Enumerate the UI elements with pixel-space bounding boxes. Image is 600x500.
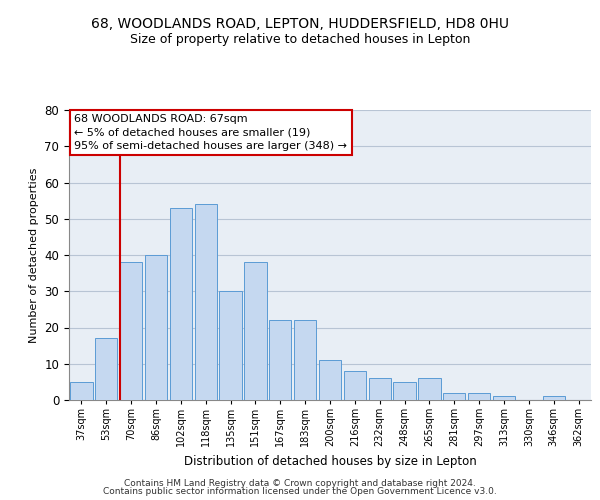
- Y-axis label: Number of detached properties: Number of detached properties: [29, 168, 39, 342]
- Bar: [418, 378, 440, 400]
- Bar: [120, 262, 142, 400]
- Text: Contains HM Land Registry data © Crown copyright and database right 2024.: Contains HM Land Registry data © Crown c…: [124, 478, 476, 488]
- Bar: [542, 396, 565, 400]
- Bar: [468, 393, 490, 400]
- X-axis label: Distribution of detached houses by size in Lepton: Distribution of detached houses by size …: [184, 454, 476, 468]
- Bar: [220, 291, 242, 400]
- Bar: [319, 360, 341, 400]
- Text: Contains public sector information licensed under the Open Government Licence v3: Contains public sector information licen…: [103, 487, 497, 496]
- Bar: [70, 382, 92, 400]
- Text: Size of property relative to detached houses in Lepton: Size of property relative to detached ho…: [130, 32, 470, 46]
- Bar: [344, 371, 366, 400]
- Bar: [170, 208, 192, 400]
- Bar: [269, 320, 292, 400]
- Bar: [443, 393, 466, 400]
- Bar: [394, 382, 416, 400]
- Bar: [493, 396, 515, 400]
- Bar: [368, 378, 391, 400]
- Text: 68 WOODLANDS ROAD: 67sqm
← 5% of detached houses are smaller (19)
95% of semi-de: 68 WOODLANDS ROAD: 67sqm ← 5% of detache…: [74, 114, 347, 151]
- Bar: [294, 320, 316, 400]
- Bar: [145, 255, 167, 400]
- Text: 68, WOODLANDS ROAD, LEPTON, HUDDERSFIELD, HD8 0HU: 68, WOODLANDS ROAD, LEPTON, HUDDERSFIELD…: [91, 18, 509, 32]
- Bar: [95, 338, 118, 400]
- Bar: [194, 204, 217, 400]
- Bar: [244, 262, 266, 400]
